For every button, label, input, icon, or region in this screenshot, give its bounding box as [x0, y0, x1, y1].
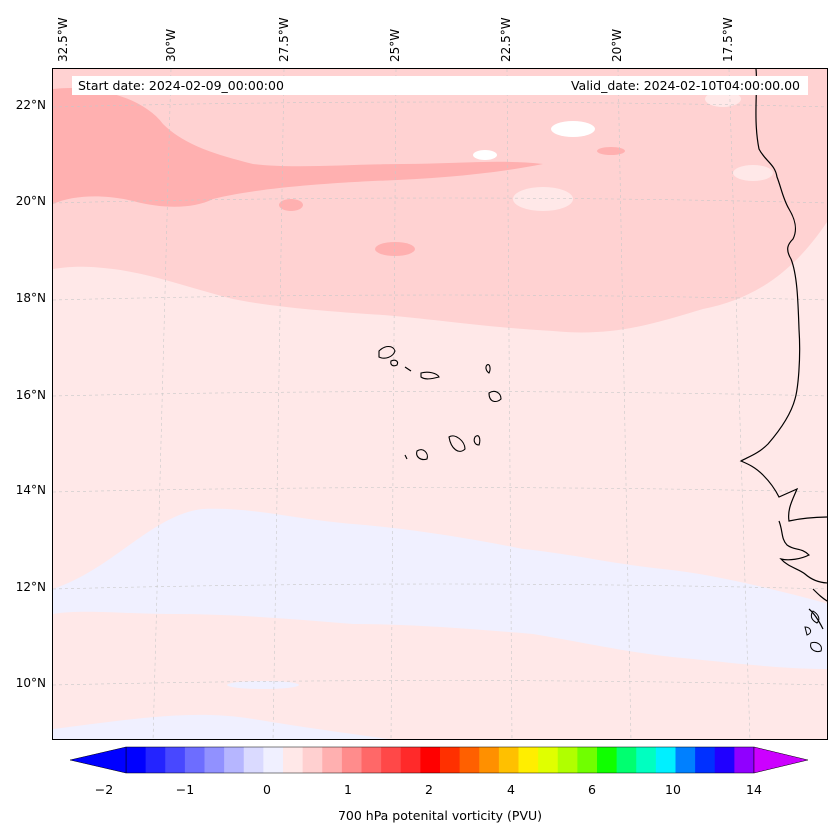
- pv-lavender-band: [53, 508, 827, 669]
- pv-medium-pink-blob-3: [597, 147, 625, 155]
- start-date-text: Start date: 2024-02-09_00:00:00: [78, 78, 284, 93]
- colorbar-tick-10: 10: [665, 782, 681, 797]
- lat-label-20n: 20°N: [15, 194, 46, 208]
- colorbar-segment: [302, 747, 323, 773]
- colorbar-segment: [145, 747, 166, 773]
- colorbar-tick-4: 4: [507, 782, 515, 797]
- date-header-bar: Start date: 2024-02-09_00:00:00 Valid_da…: [72, 76, 808, 95]
- colorbar-segment: [597, 747, 618, 773]
- colorbar-segment: [263, 747, 284, 773]
- colorbar-segment: [538, 747, 559, 773]
- colorbar-segment: [459, 747, 480, 773]
- pv-medium-pink-blob-1: [279, 199, 303, 211]
- colorbar-tick-1: 1: [344, 782, 352, 797]
- colorbar-segment: [420, 747, 441, 773]
- lat-label-14n: 14°N: [15, 483, 46, 497]
- colorbar-segment: [381, 747, 402, 773]
- colorbar-segment: [204, 747, 225, 773]
- lon-label-30w: 30°W: [164, 28, 178, 62]
- colorbar-tick-minus2: −2: [94, 782, 114, 797]
- colorbar-segment: [361, 747, 382, 773]
- colorbar-segment: [714, 747, 735, 773]
- pv-lavender-patch: [227, 681, 299, 689]
- lon-label-27-5w: 27.5°W: [277, 17, 291, 62]
- colorbar-segment: [616, 747, 637, 773]
- pv-lavender-band-south: [53, 714, 389, 739]
- pv-white-patch-4: [733, 165, 773, 181]
- map-panel[interactable]: [52, 68, 828, 740]
- colorbar-segment: [655, 747, 676, 773]
- africa-coastline: [739, 69, 827, 630]
- colorbar-segment: [165, 747, 186, 773]
- colorbar-tick-6: 6: [588, 782, 596, 797]
- colorbar-segment: [695, 747, 716, 773]
- pv-white-patch-5: [705, 91, 741, 107]
- colorbar-segment: [675, 747, 696, 773]
- lon-label-32-5w: 32.5°W: [56, 17, 70, 62]
- lon-label-25w: 25°W: [388, 28, 402, 62]
- valid-date-text: Valid_date: 2024-02-10T04:00:00.00: [570, 78, 800, 93]
- colorbar-segment: [636, 747, 657, 773]
- colorbar-extend-max: [753, 746, 809, 774]
- pv-white-patch-2: [473, 150, 497, 160]
- colorbar-segment: [498, 747, 519, 773]
- graticule: [53, 69, 827, 739]
- colorbar-tick-14: 14: [746, 782, 762, 797]
- colorbar-segment: [243, 747, 264, 773]
- colorbar-segment: [577, 747, 598, 773]
- lat-label-18n: 18°N: [15, 291, 46, 305]
- colorbar-segment: [126, 747, 147, 773]
- cape-verde-islands: [378, 345, 502, 461]
- colorbar-segment: [734, 747, 755, 773]
- lat-label-10n: 10°N: [15, 676, 46, 690]
- colorbar-tick-2: 2: [425, 782, 433, 797]
- colorbar-segments: [125, 746, 755, 774]
- colorbar-segment: [518, 747, 539, 773]
- colorbar-segment: [479, 747, 500, 773]
- pv-medium-pink-blob-4: [69, 153, 81, 161]
- pv-light-pink-band: [53, 69, 827, 333]
- lat-label-16n: 16°N: [15, 388, 46, 402]
- colorbar-segment: [283, 747, 304, 773]
- pv-white-patch-1: [551, 121, 595, 137]
- colorbar-segment: [341, 747, 362, 773]
- colorbar-tick-0: 0: [263, 782, 271, 797]
- lon-label-20w: 20°W: [610, 28, 624, 62]
- colorbar-segment: [224, 747, 245, 773]
- colorbar-extend-min: [70, 746, 127, 774]
- pv-white-patch-3: [513, 187, 573, 211]
- colorbar-segment: [440, 747, 461, 773]
- colorbar-segment: [322, 747, 343, 773]
- colorbar: [70, 746, 809, 774]
- colorbar-segment: [184, 747, 205, 773]
- pv-medium-pink-patch-west: [53, 87, 543, 207]
- lat-label-22n: 22°N: [15, 98, 46, 112]
- colorbar-label: 700 hPa potenital vorticity (PVU): [337, 808, 543, 823]
- pv-field-map: [53, 69, 827, 739]
- colorbar-segment: [400, 747, 421, 773]
- lon-label-22-5w: 22.5°W: [499, 17, 513, 62]
- colorbar-segment: [557, 747, 578, 773]
- colorbar-tick-minus1: −1: [175, 782, 195, 797]
- pv-medium-pink-blob-2: [375, 242, 415, 256]
- lon-label-17-5w: 17.5°W: [721, 17, 735, 62]
- lat-label-12n: 12°N: [15, 580, 46, 594]
- africa-coast-islands: [804, 610, 822, 652]
